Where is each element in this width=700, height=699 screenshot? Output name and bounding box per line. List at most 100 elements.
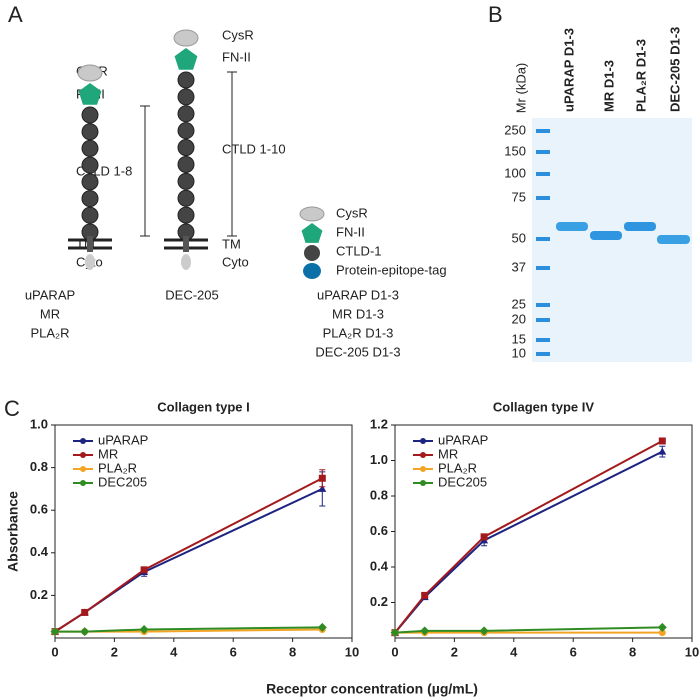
x-tick-label: 10 xyxy=(345,644,359,659)
tag xyxy=(303,263,321,279)
ctld-domain xyxy=(177,105,195,123)
ctld-domain xyxy=(81,190,99,208)
legend-marker xyxy=(80,438,86,444)
legend-marker xyxy=(420,480,426,486)
y-tick-label: 0.6 xyxy=(370,523,388,538)
legend-marker xyxy=(420,466,426,472)
fn2-domain xyxy=(174,48,198,70)
marker xyxy=(318,484,327,492)
tm-domain xyxy=(87,236,93,252)
y-tick-label: 1.0 xyxy=(370,452,388,467)
x-tick-label: 8 xyxy=(289,644,296,659)
lane-label: uPARAP D1-3 xyxy=(561,28,576,112)
y-tick-label: 0.8 xyxy=(370,487,388,502)
x-tick-label: 0 xyxy=(51,644,58,659)
marker xyxy=(421,591,429,599)
marker-label: 150 xyxy=(504,143,526,158)
ladder-band xyxy=(536,129,550,133)
series-line xyxy=(55,626,323,633)
ladder-band xyxy=(536,266,550,270)
receptor-diagram: CysR FN-II CTLD 1-8 TM Cyto uPARAP MR PL… xyxy=(25,27,447,359)
ctld-domain xyxy=(81,206,99,224)
label: MR D1-3 xyxy=(332,306,384,321)
marker xyxy=(658,437,666,445)
legend-marker xyxy=(420,452,426,458)
legend-marker xyxy=(80,480,86,486)
ctld-domain xyxy=(177,206,195,224)
ctld-domain xyxy=(177,155,195,173)
marker-label: 37 xyxy=(512,259,526,274)
marker xyxy=(420,626,430,636)
label: CTLD-1 xyxy=(336,243,382,258)
y-tick-label: 0.4 xyxy=(370,558,389,573)
ctld-domain xyxy=(81,139,99,157)
legend-label: PLA₂R xyxy=(98,460,137,475)
ladder-band xyxy=(536,318,550,322)
legend-label: DEC205 xyxy=(98,474,147,489)
legend-label: uPARAP xyxy=(438,432,488,447)
y-tick-label: 1.2 xyxy=(370,416,388,431)
gel-axis-label: Mr (kDa) xyxy=(513,63,528,114)
chart-title: Collagen type I xyxy=(157,399,249,414)
legend-marker xyxy=(80,466,86,472)
y-tick-label: 1.0 xyxy=(30,416,48,431)
ladder-band xyxy=(536,172,550,176)
y-tick-label: 0.2 xyxy=(30,587,48,602)
ctld-domain xyxy=(81,123,99,141)
marker xyxy=(658,447,667,455)
legend-label: MR xyxy=(98,446,118,461)
series-line xyxy=(54,487,323,633)
label: DEC-205 D1-3 xyxy=(315,344,400,359)
ctld-domain xyxy=(177,172,195,190)
marker-label: 100 xyxy=(504,165,526,180)
label: DEC-205 xyxy=(165,287,218,302)
label: CysR xyxy=(336,205,368,220)
marker-label: 25 xyxy=(512,296,526,311)
gel: Mr (kDa) uPARAP D1-3 MR D1-3 PLA₂R D1-3 … xyxy=(504,27,692,362)
marker-label: 20 xyxy=(512,311,526,326)
panel-label: A xyxy=(8,2,23,27)
marker-label: 10 xyxy=(512,345,526,360)
legend-marker xyxy=(420,438,426,444)
label: FN-II xyxy=(222,49,251,64)
fn2-domain xyxy=(301,223,323,243)
x-axis-label: Receptor concentration (µg/mL) xyxy=(266,681,478,697)
x-tick-label: 2 xyxy=(451,644,458,659)
x-tick-label: 8 xyxy=(629,644,636,659)
ctld-domain xyxy=(81,106,99,124)
chart-title: Collagen type IV xyxy=(493,399,594,414)
label: TM xyxy=(222,236,241,251)
cysr-domain xyxy=(173,29,199,47)
series-line xyxy=(394,626,663,634)
legend-label: MR xyxy=(438,446,458,461)
legend-label: DEC205 xyxy=(438,474,487,489)
gel-band xyxy=(624,222,656,231)
y-tick-label: 0.4 xyxy=(30,544,49,559)
label: uPARAP xyxy=(25,287,75,302)
series-line xyxy=(54,477,323,633)
marker xyxy=(317,622,327,632)
ladder-band xyxy=(536,352,550,356)
x-tick-label: 6 xyxy=(230,644,237,659)
label: CTLD 1-10 xyxy=(222,141,286,156)
tm-domain xyxy=(183,236,189,252)
x-tick-label: 2 xyxy=(111,644,118,659)
cyto-domain xyxy=(181,254,191,270)
y-tick-label: 0.2 xyxy=(370,594,388,609)
label: FN-II xyxy=(336,224,365,239)
ctld-domain xyxy=(177,139,195,157)
cysr-domain xyxy=(299,206,325,222)
x-tick-label: 10 xyxy=(685,644,699,659)
legend-label: uPARAP xyxy=(98,432,148,447)
marker-label: 15 xyxy=(512,331,526,346)
x-tick-label: 4 xyxy=(170,644,178,659)
legend-label: PLA₂R xyxy=(438,460,477,475)
marker xyxy=(657,622,667,632)
marker xyxy=(318,474,326,482)
marker xyxy=(139,624,149,634)
x-tick-label: 0 xyxy=(391,644,398,659)
ctld-domain xyxy=(177,88,195,106)
ctld-domain xyxy=(177,122,195,140)
label: PLA₂R D1-3 xyxy=(323,325,394,340)
y-tick-label: 0.8 xyxy=(30,459,48,474)
